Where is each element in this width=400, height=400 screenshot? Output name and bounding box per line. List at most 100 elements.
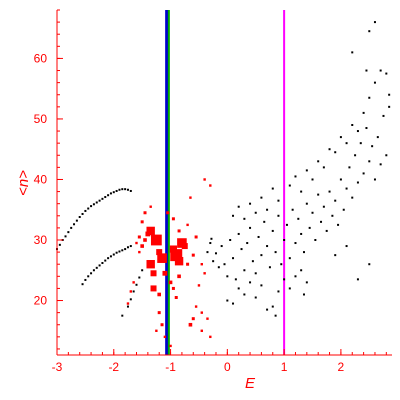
black-point-119	[232, 302, 235, 305]
x-tick-label-3: 0	[224, 360, 231, 374]
black-point-169	[334, 254, 337, 257]
red-point-27	[191, 253, 195, 257]
red-point-25	[177, 274, 181, 279]
black-point-150	[334, 151, 337, 154]
black-point-151	[339, 136, 342, 139]
y-tick-label-0: 20	[34, 294, 48, 308]
black-point-95	[325, 229, 328, 232]
black-point-74	[266, 245, 269, 248]
black-point-103	[348, 166, 351, 169]
black-point-111	[371, 145, 374, 148]
black-point-164	[351, 51, 354, 54]
red-point-33	[191, 317, 195, 321]
black-point-92	[317, 193, 320, 196]
black-point-91	[314, 239, 317, 241]
black-point-1	[58, 243, 61, 246]
black-point-141	[277, 199, 280, 202]
red-point-24	[174, 296, 178, 299]
black-point-113	[376, 136, 379, 139]
black-point-6	[73, 223, 76, 226]
red-point-42	[186, 223, 189, 227]
black-point-160	[388, 93, 391, 96]
black-point-120	[237, 287, 240, 290]
black-point-47	[129, 298, 132, 301]
y-tick-label-2: 40	[34, 172, 48, 186]
black-point-144	[300, 190, 303, 193]
black-point-97	[331, 214, 334, 217]
black-point-7	[75, 219, 78, 222]
black-point-65	[240, 248, 243, 251]
red-point-31	[197, 284, 201, 287]
black-point-67	[246, 242, 249, 245]
black-point-58	[220, 245, 223, 248]
x-axis-title: E	[245, 375, 256, 392]
black-point-121	[243, 293, 246, 296]
black-point-106	[356, 181, 359, 184]
black-point-165	[356, 278, 359, 281]
black-point-83	[291, 208, 294, 211]
black-point-99	[337, 223, 340, 226]
black-point-154	[356, 130, 359, 133]
black-point-89	[308, 226, 311, 229]
red-point-15	[143, 211, 147, 215]
red-point-0	[146, 226, 155, 236]
black-point-34	[101, 262, 104, 264]
red-point-26	[186, 262, 190, 266]
black-point-130	[294, 275, 297, 278]
black-point-132	[305, 281, 308, 284]
y-tick-label-1: 30	[34, 233, 48, 247]
black-point-128	[283, 278, 286, 281]
red-point-34	[188, 322, 193, 327]
red-point-10	[143, 238, 147, 242]
x-tick-label-1: -2	[108, 360, 119, 374]
black-point-129	[288, 287, 291, 290]
red-point-2	[156, 249, 163, 256]
red-point-49	[163, 335, 167, 339]
red-point-46	[157, 311, 161, 315]
black-point-51	[141, 269, 144, 272]
black-point-163	[365, 69, 368, 72]
y-axis-title: <n>	[15, 170, 32, 196]
black-point-49	[135, 283, 138, 286]
black-point-12	[90, 205, 93, 208]
black-point-134	[237, 205, 240, 208]
black-point-71	[257, 235, 260, 238]
black-point-54	[210, 237, 213, 240]
black-point-147	[317, 160, 320, 163]
red-point-53	[126, 302, 130, 305]
black-point-108	[362, 172, 365, 175]
black-point-114	[379, 163, 382, 166]
black-point-81	[285, 223, 288, 226]
black-point-78	[277, 214, 280, 217]
black-point-59	[223, 263, 226, 266]
black-point-145	[305, 169, 308, 172]
black-point-93	[320, 220, 323, 223]
red-point-20	[157, 292, 162, 297]
black-point-15	[98, 199, 101, 202]
black-point-38	[112, 253, 115, 256]
black-point-96	[328, 190, 331, 193]
black-point-115	[382, 114, 385, 117]
black-point-40	[118, 250, 121, 253]
black-point-153	[351, 124, 354, 126]
black-point-107	[359, 142, 362, 145]
black-point-23	[121, 188, 124, 191]
red-point-16	[149, 205, 152, 208]
black-point-26	[129, 189, 132, 192]
black-point-116	[385, 154, 388, 157]
black-point-102	[345, 187, 348, 190]
black-point-73	[263, 220, 266, 223]
black-point-61	[229, 239, 232, 241]
black-point-170	[345, 245, 348, 248]
red-point-50	[169, 344, 172, 348]
black-point-50	[138, 276, 141, 279]
x-tick-label-0: -3	[52, 360, 63, 374]
black-point-53	[209, 242, 212, 245]
black-point-64	[237, 232, 240, 235]
black-point-117	[388, 105, 391, 108]
x-tick-label-2: -1	[165, 360, 176, 374]
black-point-136	[249, 202, 252, 205]
black-point-9	[81, 212, 84, 215]
